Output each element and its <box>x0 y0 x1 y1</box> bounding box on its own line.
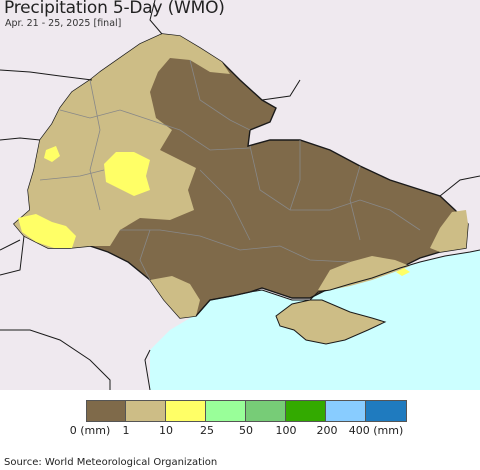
legend-tick: 25 <box>200 424 214 437</box>
legend-swatch-200 <box>326 400 366 422</box>
precipitation-map <box>0 0 480 390</box>
legend-tick: 50 <box>239 424 253 437</box>
region-crimea <box>275 299 387 345</box>
region-wet-north <box>44 146 60 162</box>
legend-unit-label: 0 (mm) <box>69 424 111 437</box>
region-light-sw <box>150 276 200 318</box>
source-credit: Source: World Meteorological Organizatio… <box>4 457 218 468</box>
legend-swatch-50 <box>246 400 286 422</box>
legend-swatch-25 <box>206 400 246 422</box>
region-wet-east <box>396 268 410 276</box>
map-title: Precipitation 5-Day (WMO) <box>4 0 225 18</box>
region-light-east <box>430 210 468 252</box>
legend-tick: 1 <box>122 424 130 437</box>
region-light-south <box>318 256 410 290</box>
legend <box>86 400 408 422</box>
legend-tick: 100 <box>275 424 297 437</box>
map-subtitle: Apr. 21 - 25, 2025 [final] <box>5 18 122 29</box>
legend-swatch-0 <box>86 400 126 422</box>
region-wet-west <box>18 214 76 248</box>
country-borders <box>0 0 480 390</box>
legend-swatch-100 <box>286 400 326 422</box>
legend-swatch-1 <box>126 400 166 422</box>
legend-tick: 10 <box>159 424 173 437</box>
legend-swatch-400 <box>366 400 407 422</box>
legend-tick: 400 (mm) <box>348 424 404 437</box>
coastline <box>195 249 480 317</box>
region-light-west <box>14 34 230 248</box>
legend-swatch-10 <box>166 400 206 422</box>
oblast-boundaries <box>39 59 421 281</box>
region-wet-central <box>104 152 150 196</box>
legend-tick: 200 <box>316 424 338 437</box>
